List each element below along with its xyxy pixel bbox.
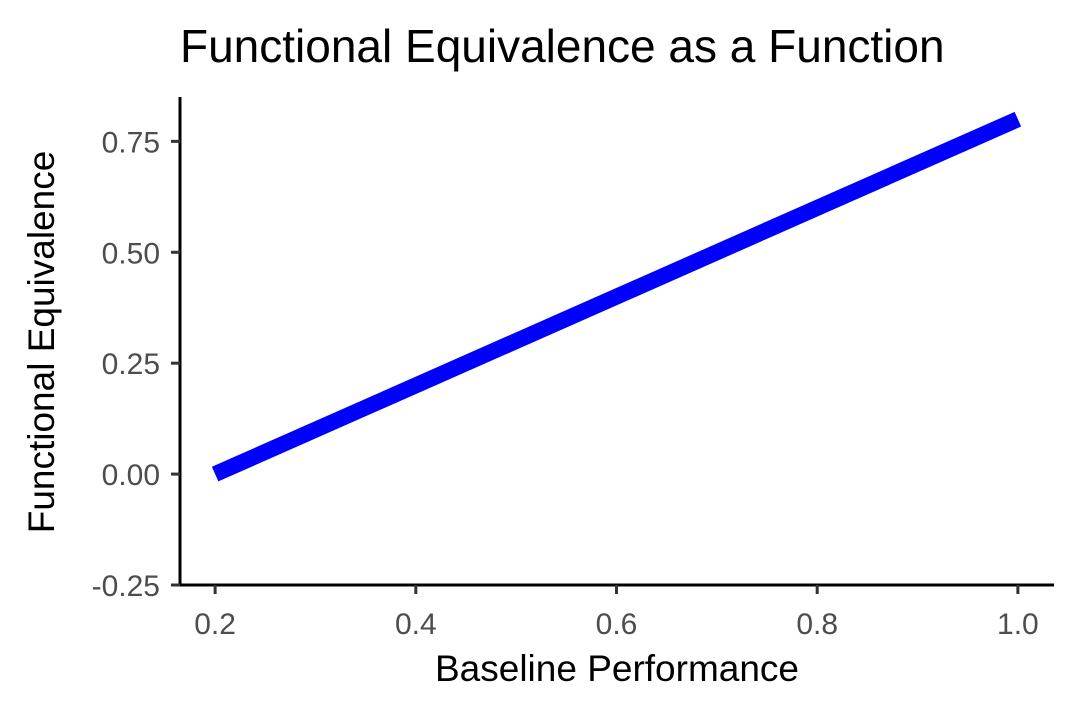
- y-tick-label: 0.75: [102, 126, 160, 159]
- y-axis: -0.25 0.00 0.25 0.50 0.75: [92, 126, 180, 603]
- chart-title: Functional Equivalence as a Function: [180, 20, 945, 72]
- y-tick-label: 0.50: [102, 237, 160, 270]
- series-line: [211, 111, 1022, 482]
- x-axis: 0.2 0.4 0.6 0.8 1.0: [194, 585, 1039, 641]
- y-tick-label: 0.00: [102, 459, 160, 492]
- x-tick-label: 0.8: [796, 608, 838, 641]
- x-axis-title: Baseline Performance: [435, 648, 799, 689]
- y-axis-title: Functional Equivalence: [21, 151, 62, 534]
- plot-area: [211, 111, 1022, 482]
- x-tick-label: 1.0: [997, 608, 1039, 641]
- y-tick-label: -0.25: [92, 570, 160, 603]
- x-tick-label: 0.6: [596, 608, 638, 641]
- y-tick-label: 0.25: [102, 348, 160, 381]
- x-tick-label: 0.4: [395, 608, 437, 641]
- x-tick-label: 0.2: [194, 608, 236, 641]
